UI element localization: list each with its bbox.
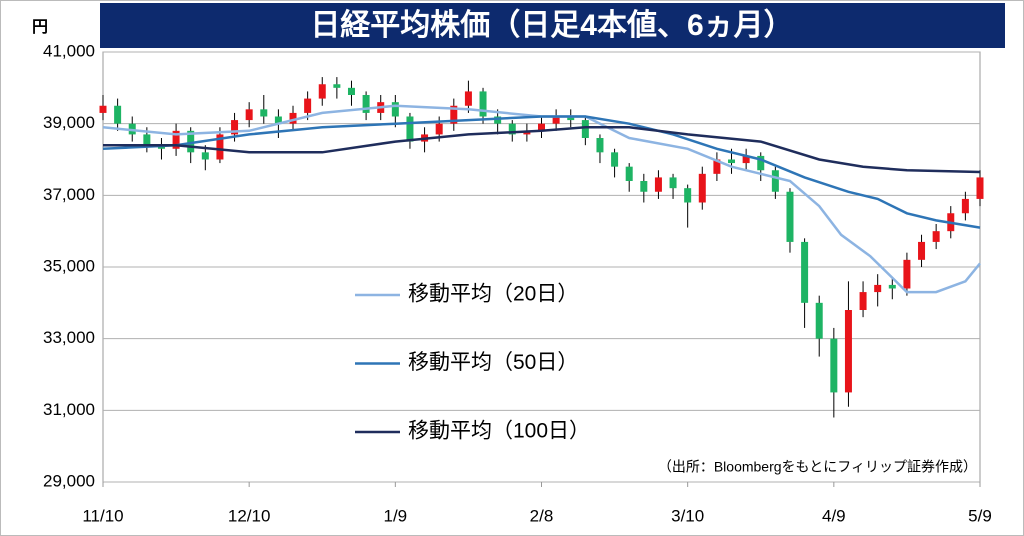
candle-body: [859, 292, 867, 310]
x-tick-label: 3/10: [671, 506, 704, 525]
candle-body: [888, 284, 896, 289]
x-tick-label: 5/9: [968, 506, 992, 525]
candle-body: [771, 170, 779, 192]
y-tick-label: 29,000: [43, 471, 95, 490]
x-tick-label: 12/10: [228, 506, 271, 525]
candle-body: [318, 84, 326, 99]
candle-body: [114, 105, 122, 124]
candle-body: [216, 134, 224, 160]
legend-label: 移動平均（100日）: [408, 420, 590, 443]
candle-body: [508, 123, 516, 135]
candle-body: [654, 177, 662, 192]
y-tick-label: 33,000: [43, 328, 95, 347]
candle-body: [844, 310, 852, 393]
chart-title: 日経平均株価（日足4本値、6ヵ月）: [310, 8, 793, 42]
candle-body: [801, 241, 809, 303]
candle-body: [494, 116, 502, 124]
moving-average-line: [103, 126, 981, 174]
moving-average-line: [102, 104, 981, 294]
candle-body: [289, 112, 297, 124]
y-tick-label: 35,000: [43, 256, 95, 275]
y-unit: 円: [32, 18, 48, 36]
candle-body: [932, 231, 940, 242]
y-tick-label: 31,000: [43, 400, 95, 419]
candle-body: [231, 120, 239, 135]
candle-body: [830, 338, 838, 393]
candle-body: [143, 134, 151, 146]
candle-body: [669, 177, 677, 189]
candle-body: [757, 155, 765, 171]
candle-body: [552, 116, 560, 124]
candle-body: [187, 130, 195, 153]
x-tick-label: 2/8: [530, 506, 554, 525]
candle-body: [567, 116, 575, 121]
candle-body: [976, 177, 984, 199]
legend-label: 移動平均（20日）: [408, 283, 578, 306]
candle-body: [245, 109, 253, 121]
candle-body: [728, 159, 736, 164]
candle-body: [362, 95, 370, 113]
candle-body: [274, 116, 282, 124]
candle-body: [684, 188, 692, 203]
x-tick-label: 11/10: [82, 506, 123, 525]
candle-body: [99, 105, 107, 113]
candle-body: [406, 116, 414, 142]
candle-body: [874, 284, 882, 293]
candle-body: [698, 173, 706, 203]
candle-body: [201, 152, 209, 160]
candle-body: [581, 120, 589, 138]
x-tick-label: 4/9: [822, 506, 846, 525]
candle-body: [304, 98, 312, 113]
candle-body: [903, 259, 911, 289]
candle-body: [172, 130, 180, 149]
x-tick-label: 1/9: [384, 506, 408, 525]
candle-body: [742, 155, 750, 164]
title-box: [100, 3, 1005, 48]
candle-body: [464, 91, 472, 106]
candle-body: [479, 91, 487, 117]
y-tick-label: 37,000: [43, 185, 95, 204]
candle-body: [815, 302, 823, 339]
candle-body: [961, 198, 969, 214]
candle-body: [333, 84, 341, 88]
candle-body: [391, 102, 399, 117]
candle-body: [625, 166, 633, 181]
y-tick-label: 39,000: [43, 113, 95, 132]
source-note: （出所：Bloombergをもとにフィリップ証券作成）: [658, 459, 977, 475]
y-tick-label: 41,000: [43, 41, 95, 60]
candle-body: [611, 152, 619, 167]
legend-label: 移動平均（50日）: [408, 351, 578, 374]
candle-body: [435, 123, 443, 135]
candle-body: [538, 123, 545, 131]
candle-body: [347, 87, 355, 95]
candle-body: [918, 241, 926, 260]
candle-body: [786, 191, 794, 242]
candle-body: [596, 138, 604, 153]
candle-body: [450, 105, 458, 124]
candle-body: [260, 109, 268, 117]
candle-body: [640, 181, 648, 192]
candle-body: [713, 159, 721, 174]
